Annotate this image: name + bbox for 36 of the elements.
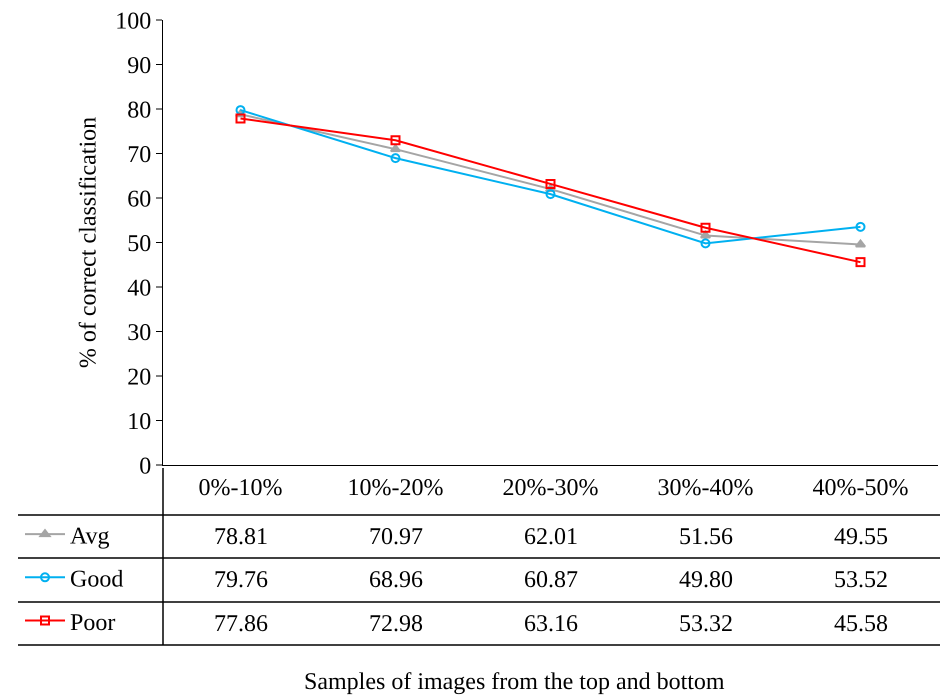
y-tick-label: 100 <box>115 8 152 34</box>
data-label: 70.97 <box>369 524 423 550</box>
data-label: 79.76 <box>214 567 268 593</box>
x-tick-label: 10%-20% <box>348 474 444 501</box>
data-label: 62.01 <box>524 524 578 550</box>
data-label: 49.80 <box>679 567 733 593</box>
y-tick-label: 10 <box>127 408 152 435</box>
data-label: 77.86 <box>214 611 268 637</box>
x-tick-label: 0%-10% <box>198 474 282 501</box>
y-tick-label: 30 <box>127 320 152 346</box>
legend-label: Poor <box>70 610 116 636</box>
y-tick-label: 20 <box>127 364 152 390</box>
y-tick-label: 90 <box>127 52 152 79</box>
y-tick-label: 0 <box>139 453 152 480</box>
data-label: 68.96 <box>369 567 423 593</box>
data-label: 49.55 <box>834 524 888 550</box>
legend-label: Good <box>70 566 124 593</box>
y-tick-label: 40 <box>127 275 152 302</box>
data-label: 78.81 <box>214 524 268 550</box>
y-axis-title: % of correct classification <box>75 116 102 368</box>
x-tick-label: 20%-30% <box>502 474 598 501</box>
data-label: 53.32 <box>679 611 733 637</box>
data-label: 51.56 <box>679 524 733 550</box>
y-tick-label: 50 <box>127 230 152 257</box>
x-tick-label: 40%-50% <box>812 474 908 501</box>
text: Samples of images from the top and bottom <box>304 669 725 695</box>
legend-label: Avg <box>70 523 110 550</box>
y-tick-label: 80 <box>127 97 152 124</box>
data-label: 72.98 <box>369 611 423 637</box>
y-tick-label: 60 <box>127 186 152 212</box>
data-label: 45.58 <box>834 611 888 637</box>
data-label: 53.52 <box>834 567 888 593</box>
x-tick-label: 30%-40% <box>658 474 754 501</box>
data-label: 60.87 <box>524 567 578 593</box>
y-tick-label: 70 <box>127 142 152 168</box>
data-label: 63.16 <box>524 611 578 637</box>
